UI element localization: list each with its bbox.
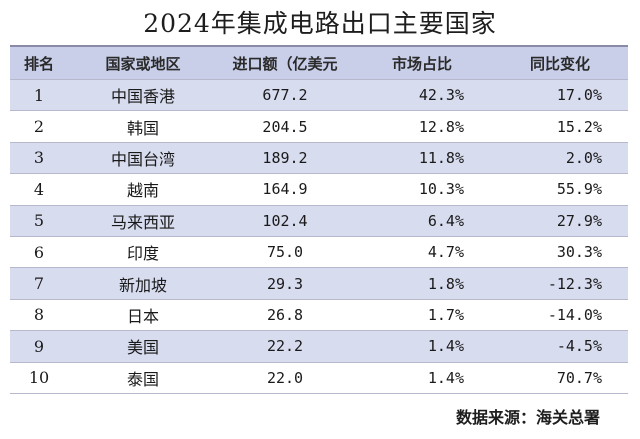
cell-share: 4.7% [427,243,464,262]
table-row: 1 中国香港 677.2 42.3% 17.0% [10,80,628,112]
cell-value: 22.0 [266,368,304,387]
cell-rank: 10 [28,368,50,388]
table-row: 9 美国 22.2 1.4% -4.5% [10,331,628,363]
cell-rank: 8 [33,305,45,325]
data-source: 数据来源：海关总署 [455,408,600,427]
cell-change: 70.7% [556,368,602,387]
cell-name: 马来西亚 [110,212,175,232]
cell-change: 15.2% [556,117,602,136]
cell-share: 1.8% [427,274,464,293]
table-header-row: 排名 国家或地区 进口额（亿美元 市场占比 同比变化 [10,47,628,80]
cell-rank: 7 [33,274,45,294]
cell-change: 27.9% [556,211,602,230]
cell-change: -4.5% [556,337,602,356]
cell-share: 12.8% [418,117,464,136]
cell-value: 204.5 [262,117,308,136]
cell-value: 102.4 [262,211,308,230]
table-row: 8 日本 26.8 1.7% -14.0% [10,299,628,332]
table-row: 6 印度 75.0 4.7% 30.3% [10,236,628,269]
cell-name: 印度 [126,244,159,264]
header-value: 进口额（亿美元 [232,54,338,73]
cell-change: -12.3% [547,274,602,293]
table-row: 10 泰国 22.0 1.4% 70.7% [10,362,628,394]
table-row: 2 韩国 204.5 12.8% 15.2% [10,111,628,143]
cell-name: 日本 [126,306,159,326]
cell-rank: 9 [33,336,45,356]
export-table: 排名 国家或地区 进口额（亿美元 市场占比 同比变化 1 中国香港 677.2 42.… [10,45,628,394]
table-row: 7 新加坡 29.3 1.8% -12.3% [10,268,628,300]
cell-value: 29.3 [266,274,304,293]
cell-name: 韩国 [126,118,159,138]
cell-name: 越南 [126,181,159,201]
header-rank: 排名 [23,54,54,73]
cell-value: 164.9 [262,180,308,199]
cell-value: 22.2 [266,337,304,356]
cell-name: 泰国 [126,369,159,389]
table-body: 1 中国香港 677.2 42.3% 17.0% 2 韩国 204.5 12.8% 15.2% 3 中… [10,80,628,394]
cell-rank: 6 [33,242,45,262]
cell-change: 17.0% [556,86,602,105]
cell-rank: 5 [33,211,45,231]
header-share: 市场占比 [391,54,452,73]
cell-rank: 4 [33,179,45,199]
table-row: 3 中国台湾 189.2 11.8% 2.0% [10,142,628,175]
cell-value: 75.0 [266,243,304,262]
cell-change: 30.3% [556,243,602,262]
table-row: 4 越南 164.9 10.3% 55.9% [10,174,628,206]
cell-value: 677.2 [262,86,308,105]
cell-name: 中国香港 [110,87,175,107]
cell-change: 2.0% [565,148,602,167]
cell-name: 中国台湾 [110,149,175,169]
cell-share: 1.4% [427,368,464,387]
cell-value: 26.8 [266,305,304,324]
cell-share: 42.3% [418,86,464,105]
cell-share: 11.8% [418,148,464,167]
cell-rank: 2 [33,117,45,137]
cell-name: 美国 [126,338,159,358]
cell-share: 10.3% [418,180,464,199]
cell-rank: 3 [33,148,45,168]
cell-rank: 1 [33,85,45,105]
cell-share: 6.4% [427,211,464,230]
cell-name: 新加坡 [118,275,167,295]
header-change: 同比变化 [529,54,590,73]
cell-value: 189.2 [262,148,308,167]
cell-change: -14.0% [547,305,602,324]
header-name: 国家或地区 [105,54,181,73]
cell-share: 1.7% [427,305,464,324]
cell-share: 1.4% [427,337,464,356]
cell-change: 55.9% [556,180,602,199]
page-title: 2024年集成电路出口主要国家 [143,9,497,38]
table-row: 5 马来西亚 102.4 6.4% 27.9% [10,205,628,237]
